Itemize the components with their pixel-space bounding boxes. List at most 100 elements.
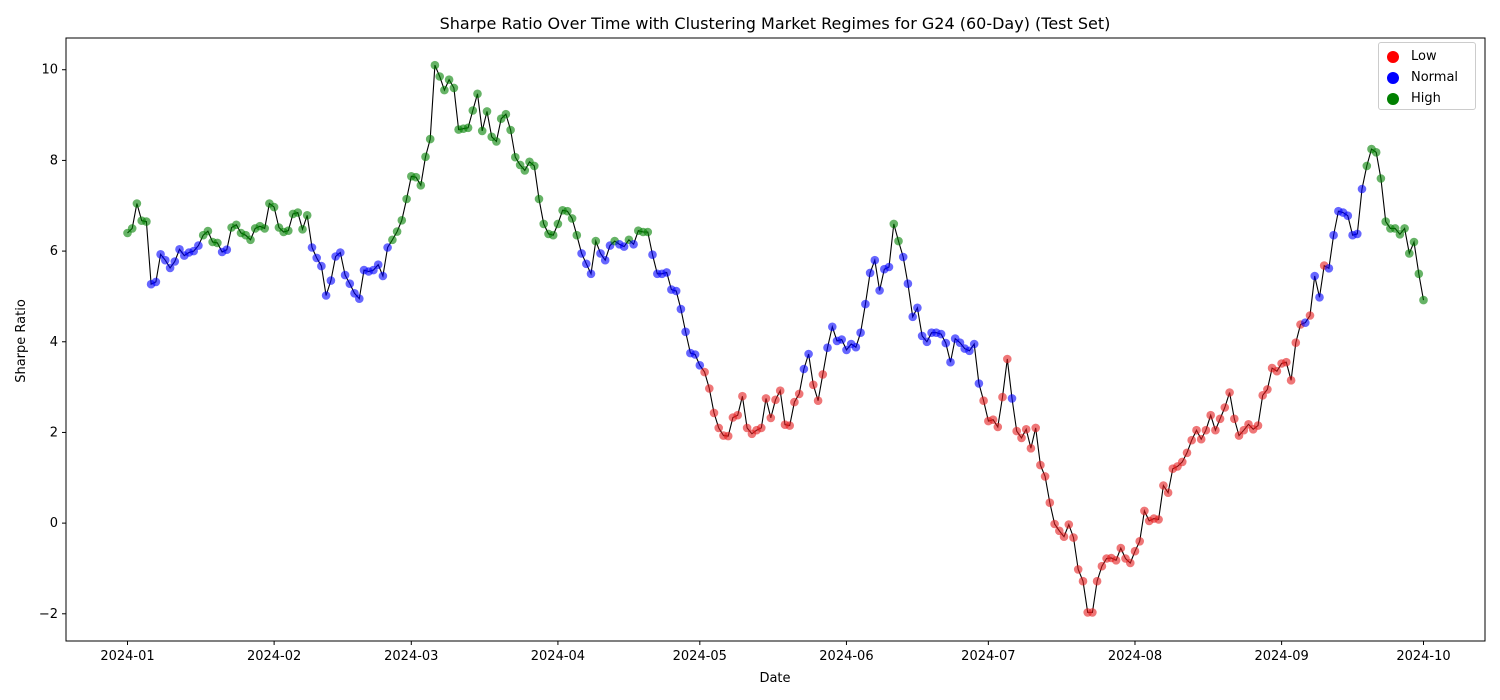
data-point-low — [1230, 414, 1239, 424]
plot-area: −2 0 2 4 6 8 10 2024-01 2024-02 2024-03 2024-04 202… — [39, 37, 1486, 664]
data-point-high — [402, 194, 411, 204]
data-point-high — [1395, 230, 1405, 239]
data-point-normal — [1353, 229, 1362, 239]
data-point-normal — [870, 255, 880, 265]
data-point-low — [714, 423, 723, 433]
data-point-normal — [355, 294, 364, 304]
data-point-normal — [340, 270, 350, 280]
data-point-normal — [676, 304, 686, 314]
x-tick-label: 2024-10 — [1396, 649, 1450, 664]
data-point-low — [1088, 608, 1097, 617]
y-tick-label: 6 — [50, 244, 58, 259]
data-point-low — [1291, 338, 1301, 348]
legend-item-low: Low — [1379, 46, 1437, 67]
data-point-normal — [317, 261, 326, 271]
data-point-high — [449, 83, 459, 93]
x-tick-label: 2024-04 — [531, 649, 585, 664]
data-point-low — [1305, 311, 1315, 320]
data-point-normal — [165, 263, 175, 273]
data-point-high — [534, 194, 544, 204]
x-tick-label: 2024-05 — [673, 649, 727, 664]
data-point-normal — [936, 329, 946, 339]
data-point-high — [572, 230, 582, 240]
data-point-low — [775, 386, 785, 396]
data-point-normal — [326, 276, 336, 285]
data-point-normal — [345, 279, 355, 289]
data-point-normal — [312, 253, 322, 263]
data-point-normal — [837, 335, 846, 344]
data-point-normal — [307, 243, 317, 252]
data-point-low — [1225, 388, 1234, 397]
data-point-low — [1059, 532, 1069, 541]
data-point-normal — [336, 248, 345, 257]
data-point-normal — [596, 249, 605, 258]
x-tick-label: 2024-07 — [961, 649, 1015, 664]
data-point-normal — [799, 364, 809, 374]
data-point-high — [520, 166, 530, 175]
data-point-normal — [151, 277, 161, 287]
data-point-normal — [383, 243, 392, 252]
data-point-low — [1055, 526, 1064, 536]
data-point-normal — [974, 379, 984, 388]
data-point-high — [142, 217, 151, 226]
data-point-normal — [619, 242, 629, 251]
data-point-low — [790, 397, 799, 407]
data-point-low — [813, 396, 823, 406]
data-point-low — [794, 389, 804, 399]
data-point-low — [1031, 423, 1040, 433]
data-point-low — [1258, 391, 1267, 400]
data-point-normal — [856, 328, 865, 338]
data-point-normal — [321, 291, 331, 300]
data-point-low — [709, 408, 719, 418]
data-point-low — [1201, 425, 1211, 435]
data-point-high — [894, 236, 903, 246]
data-point-high — [492, 137, 501, 146]
data-point-normal — [690, 350, 700, 359]
plot-frame — [65, 37, 1486, 642]
y-tick-label: 4 — [50, 335, 58, 350]
data-point-low — [766, 413, 776, 423]
data-point-low — [1182, 448, 1192, 458]
legend-item-high: High — [1379, 88, 1441, 109]
data-point-high — [260, 224, 270, 233]
data-point-normal — [875, 286, 884, 295]
chart-legend: Low Normal High — [1378, 42, 1476, 110]
data-point-high — [203, 226, 213, 236]
data-point-high — [482, 107, 492, 116]
x-tick-label: 2024-02 — [247, 649, 301, 664]
x-tick-label: 2024-01 — [100, 649, 154, 664]
data-point-normal — [1329, 230, 1338, 240]
data-point-high — [553, 219, 563, 229]
data-point-low — [1263, 385, 1272, 394]
data-point-normal — [913, 303, 922, 313]
data-point-low — [771, 395, 780, 405]
data-point-low — [1097, 561, 1107, 571]
data-point-normal — [662, 268, 671, 277]
x-tick-label: 2024-06 — [819, 649, 873, 664]
data-point-normal — [969, 339, 979, 349]
x-tick-label: 2024-08 — [1108, 649, 1162, 664]
data-point-normal — [922, 337, 932, 347]
data-point-low — [742, 423, 752, 433]
legend-item-normal: Normal — [1379, 67, 1458, 88]
data-point-normal — [373, 260, 383, 270]
data-point-high — [132, 199, 142, 208]
data-point-low — [1126, 558, 1135, 568]
x-tick-label: 2024-09 — [1254, 649, 1308, 664]
data-point-low — [1187, 435, 1196, 445]
data-point-low — [757, 423, 766, 433]
data-point-normal — [156, 250, 165, 259]
data-point-low — [1017, 433, 1026, 443]
data-point-normal — [1007, 394, 1017, 403]
data-point-low — [1253, 421, 1263, 430]
data-point-normal — [941, 338, 951, 348]
data-point-high — [1405, 249, 1414, 258]
data-point-low — [1045, 498, 1055, 508]
data-point-normal — [194, 241, 203, 250]
data-point-low — [1021, 425, 1031, 434]
data-point-normal — [828, 322, 837, 332]
data-point-high — [213, 238, 222, 248]
data-point-low — [723, 431, 733, 441]
data-point-high — [127, 224, 137, 233]
